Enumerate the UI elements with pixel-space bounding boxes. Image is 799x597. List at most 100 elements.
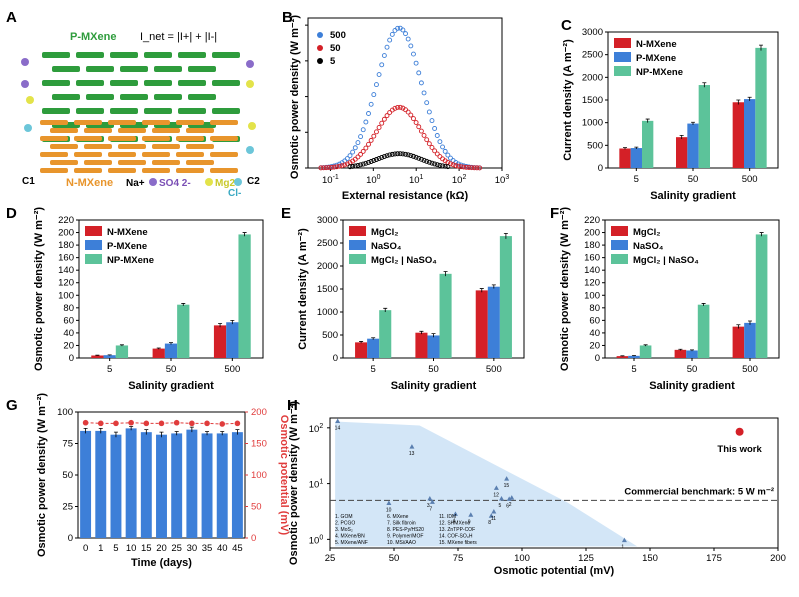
legend-entry: 6. MXene [387,514,409,520]
point-series-50 [466,165,472,170]
point-series-50 [329,164,334,170]
y-tick-label: 40 [63,328,74,339]
n-mxene-sheet [40,136,68,141]
ion-icon [246,146,254,154]
n-mxene-sheet [74,152,102,157]
point-series-5 [389,151,395,157]
y-tick-label: 25 [62,502,73,513]
y-tick-label: 500 [587,140,603,151]
bar-mgcl-50 [674,349,687,358]
point-series-5 [387,152,393,158]
legend-label: P-MXene [107,241,147,252]
cl-label: Cl- [228,188,241,199]
y-tick-label: 101 [309,479,324,491]
error-bar [503,232,508,239]
n-mxene-sheet [176,168,204,173]
n-mxene-sheet [108,152,136,157]
point-series-5 [366,159,371,165]
n-mxene-sheet [142,120,170,125]
point-series-5 [384,153,390,159]
n-mxene-sheet [210,136,238,141]
bar-npmxene-500 [755,47,767,168]
error-bar [491,284,496,289]
this-work-point [735,427,744,436]
point-series-500 [392,28,398,33]
y-tick-label: 2000 [582,72,603,83]
point-series-5 [432,161,438,167]
point-series-5 [434,162,440,168]
point-label: 2 [509,502,512,508]
n-mxene-sheet [142,136,170,141]
legend-entry: 12. SHMXene [439,521,470,527]
x-tick-label: 75 [453,553,464,564]
bar-mgclnaso-5 [379,310,392,358]
x-tick-label: 101 [409,174,424,186]
error-bar [748,320,752,325]
n-mxene-sheet [84,144,112,149]
potential-point [234,420,241,427]
error-bar [747,96,752,101]
point-series-5 [442,163,448,169]
y-tick-label: 0 [595,353,600,364]
legend-swatch [349,226,366,236]
n-mxene-sheet [176,136,204,141]
y-tick-label: 200 [58,228,74,239]
point-series-50 [331,164,337,170]
legend-entry: 4. MXene/BN [335,534,365,540]
point-series-500 [358,134,364,140]
error-bar [235,429,240,435]
legend-label: 500 [330,30,346,41]
x-tick-label: 5 [107,364,112,375]
y-tick-label: 102 [309,423,324,435]
point-series-50 [336,163,342,169]
error-bar [95,354,100,356]
point-series-50 [477,165,483,171]
x-tick-label: 500 [224,364,240,375]
point-series-50 [395,104,401,110]
bar-mgcl-500 [475,290,488,358]
panel-letter-a: A [6,9,17,26]
y-tick-label: 60 [63,315,74,326]
y-axis-label: Current density (A m⁻²) [297,228,309,350]
point-series-50 [384,113,390,119]
x-tick-label: 50 [688,174,699,185]
point-series-50 [434,151,440,157]
error-bar [189,426,194,433]
point-series-50 [424,137,430,143]
legend-label: N-MXene [636,39,677,50]
legend-marker [317,58,323,64]
n-mxene-sheet [84,128,112,133]
point-series-500 [400,27,406,33]
bar-naso-5 [367,338,380,358]
y-tick-label: 0 [69,353,74,364]
n-mxene-sheet [84,160,112,165]
p-mxene-sheet [212,52,240,58]
bar-day-25 [171,433,183,538]
p-mxene-sheet [154,66,182,72]
legend-entry: 2. PCGO [335,521,355,527]
x-tick-label: 45 [232,543,243,554]
point-series-50 [450,162,456,168]
point-series-5 [426,159,432,165]
n-mxene-sheet [142,152,170,157]
bar-mgcl-5 [616,356,629,358]
point-label: 5 [499,503,502,509]
error-bar [156,347,161,350]
n-mxene-sheet [108,120,136,125]
y-tick-label: 80 [63,303,74,314]
error-bar [144,429,149,435]
mg-ion-icon [205,178,213,186]
point-series-5 [381,154,387,159]
point-series-5 [368,159,374,164]
y-tick-label: 1000 [582,118,603,129]
error-bar [643,344,648,347]
point-series-50 [373,129,379,135]
ion-icon [248,122,256,130]
point-series-50 [471,165,477,171]
data-point-12 [493,485,499,490]
error-bar [759,44,763,51]
y-tick-label: 180 [584,240,600,251]
x-tick-label: 50 [166,364,177,375]
x-tick-label: 150 [642,553,658,564]
